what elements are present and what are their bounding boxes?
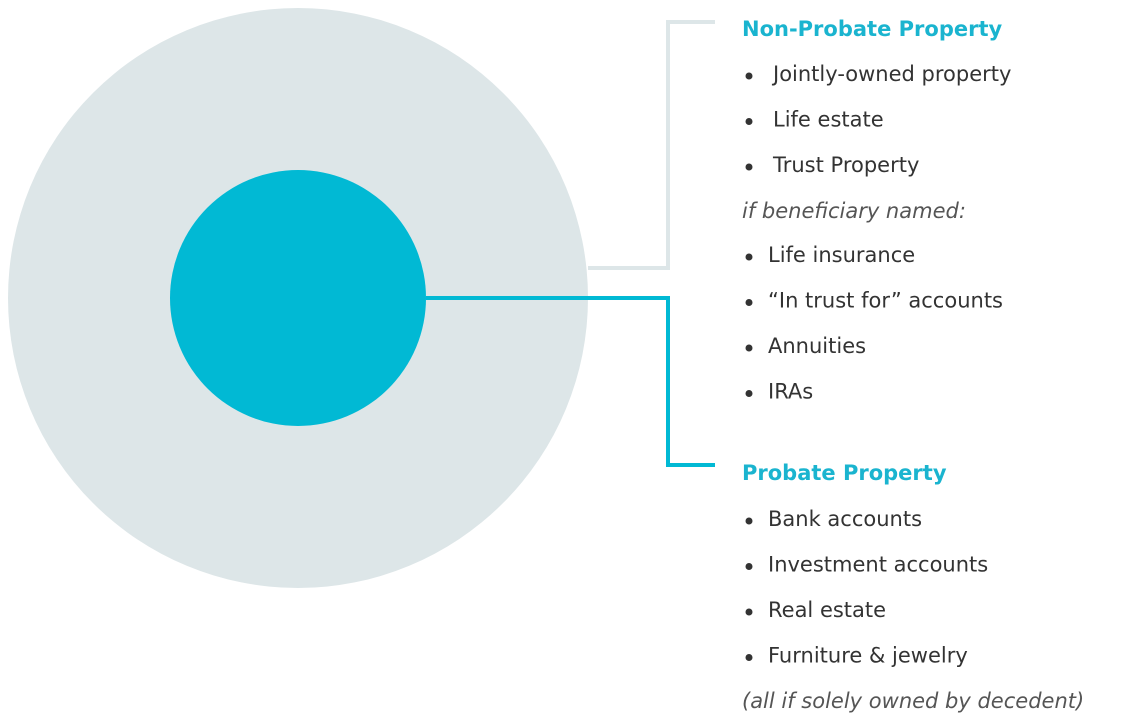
connector-non-probate [588,20,715,270]
bullet [745,563,753,570]
list-item: Trust Property [772,153,919,177]
note: if beneficiary named: [742,199,966,223]
list-item: Annuities [768,334,866,358]
connector-probate [426,296,715,467]
bullet [745,654,753,661]
list-item: Investment accounts [768,553,988,577]
bullet [745,608,753,616]
bullet [745,253,753,261]
bullet [745,163,753,171]
list-item: Life insurance [768,243,915,267]
heading: Probate Property [742,461,947,485]
bullet [745,299,753,306]
bullet [745,390,753,397]
list-item: “In trust for” accounts [768,289,1003,313]
bullet [745,118,753,125]
heading: Non-Probate Property [742,17,1002,41]
list-item: Real estate [768,598,886,622]
list-item: Bank accounts [768,507,922,531]
bullet [745,517,753,525]
bullet [745,344,753,352]
list-item: Life estate [773,108,884,132]
bullet [745,72,753,80]
inner-circle [170,170,426,426]
note: (all if solely owned by decedent) [742,689,1084,713]
list-item: Furniture & jewelry [768,644,968,668]
list-item: IRAs [768,380,813,404]
list-item: Jointly-owned property [771,62,1011,86]
